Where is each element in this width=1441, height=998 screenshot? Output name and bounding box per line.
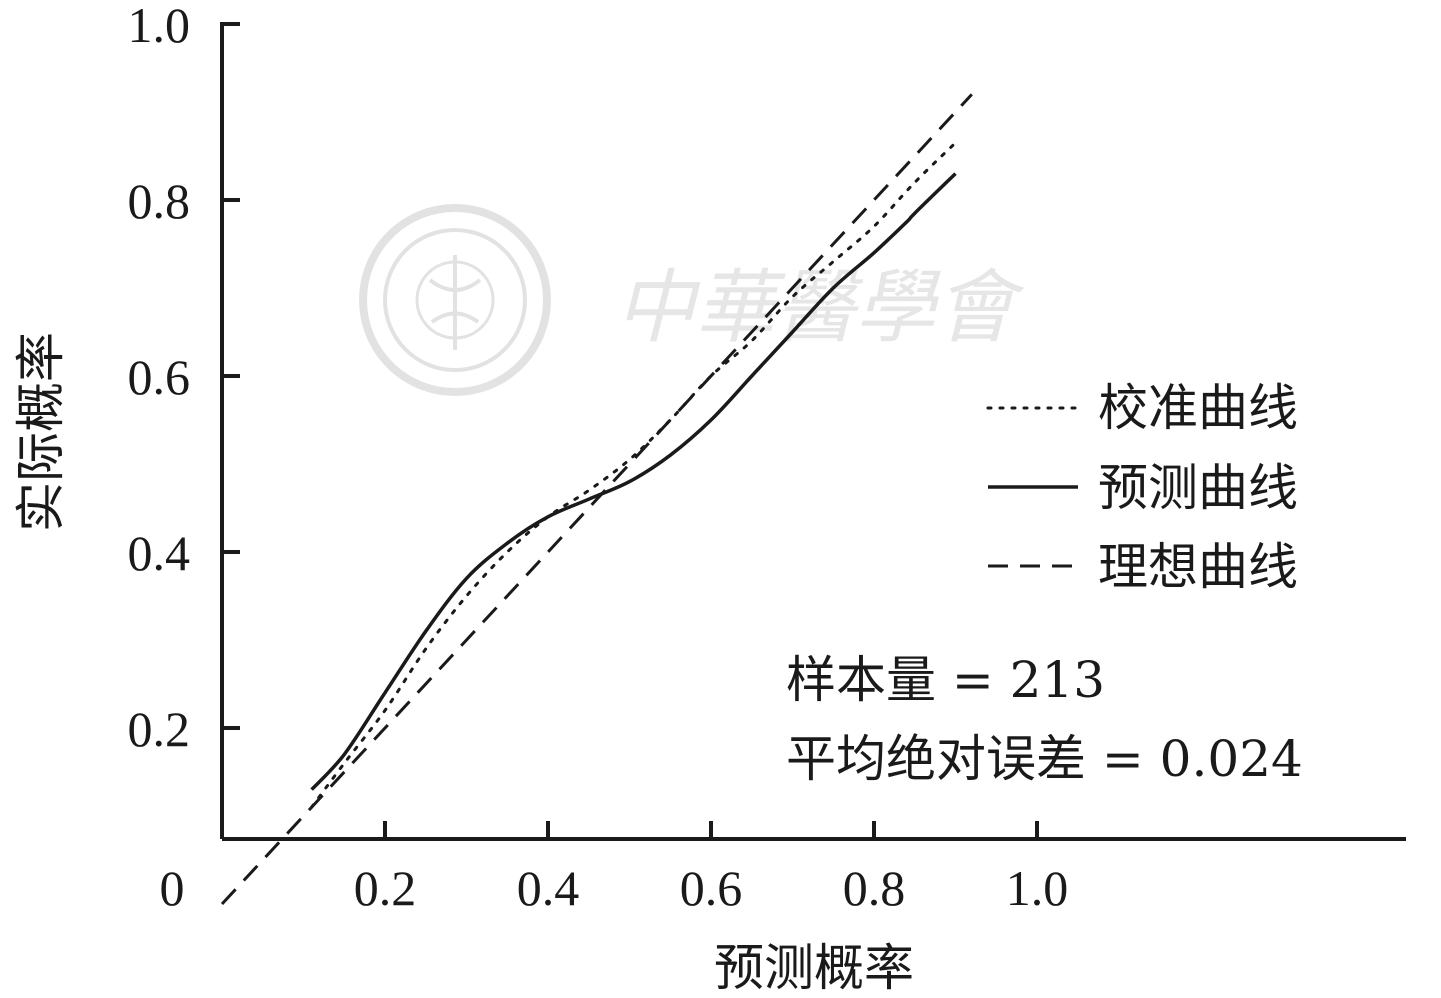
origin-label: 0: [160, 860, 185, 916]
watermark-text: 中華醫學會: [615, 261, 1025, 354]
x-tick-label: 0.2: [354, 860, 417, 916]
legend-label-predicted: 预测曲线: [1098, 459, 1298, 517]
predicted-curve: [310, 172, 957, 791]
legend-label-calibration: 校准曲线: [1098, 379, 1298, 437]
y-tick-label: 0.4: [128, 525, 191, 581]
y-tick-label: 1.0: [128, 0, 191, 53]
legend-label-ideal: 理想曲线: [1098, 538, 1298, 596]
x-tick-label: 0.8: [843, 860, 906, 916]
legend: 校准曲线 预测曲线 理想曲线: [986, 379, 1298, 596]
calibration-curve: [310, 141, 957, 809]
annotation-sample-size: 样本量 = 213: [786, 651, 1105, 709]
ideal-curve: [220, 93, 973, 906]
x-axis-title: 预测概率: [714, 939, 914, 997]
x-tick-label: 0.4: [517, 860, 580, 916]
annotation-mae: 平均绝对误差 = 0.024: [786, 730, 1303, 788]
watermark: 中華醫學會: [359, 204, 1025, 396]
x-tick-label: 1.0: [1006, 860, 1069, 916]
y-tick-label: 0.2: [128, 701, 191, 757]
x-tick-label: 0.6: [680, 860, 743, 916]
x-ticks: 0.2 0.4 0.6 0.8 1.0: [354, 821, 1069, 916]
y-tick-label: 0.6: [128, 349, 191, 405]
series-layer: [220, 93, 973, 906]
annotations: 样本量 = 213 平均绝对误差 = 0.024: [786, 651, 1303, 788]
y-ticks: 0.2 0.4 0.6 0.8 1.0: [128, 0, 240, 757]
y-tick-label: 0.8: [128, 173, 191, 229]
watermark-seal: [359, 204, 551, 396]
axes: [220, 22, 1406, 841]
y-axis-title: 实际概率: [12, 332, 70, 532]
